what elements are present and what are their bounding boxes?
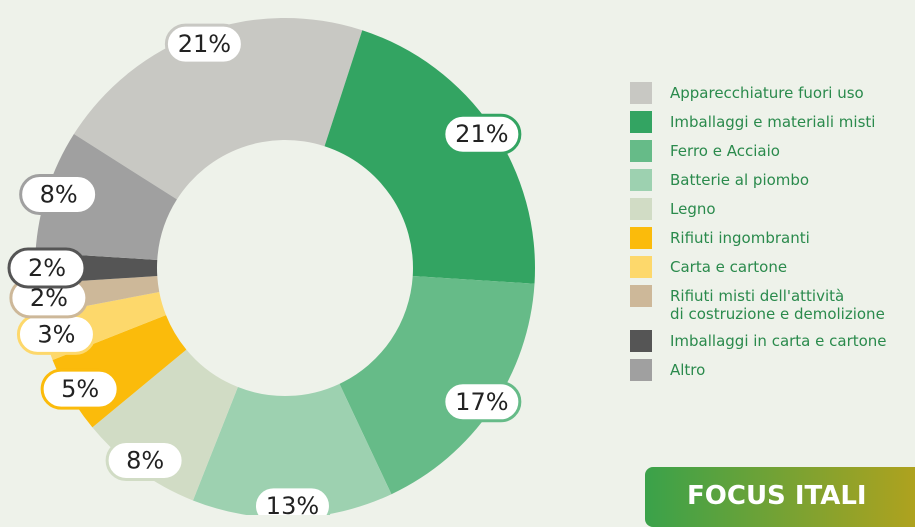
legend-swatch (630, 140, 652, 162)
label-pill (164, 23, 244, 65)
legend-swatch (630, 359, 652, 381)
legend-swatch (630, 330, 652, 352)
legend-label: Imballaggi in carta e cartone (670, 332, 887, 350)
legend-item: Legno (630, 198, 915, 220)
legend-label: Rifiuti misti dell'attività di costruzio… (670, 287, 885, 323)
data-label: 8% (126, 447, 164, 475)
legend: Apparecchiature fuori uso Imballaggi e ma… (630, 82, 915, 388)
label-pill (19, 173, 99, 215)
data-label: 8% (40, 180, 78, 208)
legend-label: Ferro e Acciaio (670, 142, 780, 160)
slice (73, 17, 363, 200)
legend-swatch (630, 82, 652, 104)
slice (35, 134, 177, 260)
label-pill (442, 113, 522, 155)
legend-item: Batterie al piombo (630, 169, 915, 191)
data-label: 21% (178, 30, 231, 58)
legend-swatch (630, 227, 652, 249)
legend-label: Carta e cartone (670, 258, 788, 276)
legend-item: Altro (630, 359, 915, 381)
legend-label: Rifiuti ingombranti (670, 229, 810, 247)
legend-swatch (630, 111, 652, 133)
slice (192, 383, 392, 515)
page: 21% 21% 17% 13% 8% 5% 3% 2% 2% 8% Apparecchiature… (7, 17, 915, 527)
data-label: 21% (455, 120, 508, 148)
legend-swatch (630, 285, 652, 307)
data-label: 2% (28, 254, 66, 282)
legend-label: Legno (670, 200, 716, 218)
legend-item: Imballaggi e materiali misti (630, 111, 915, 133)
legend-label: Altro (670, 361, 706, 379)
data-label: 13% (266, 492, 319, 515)
legend-swatch (630, 169, 652, 191)
label-pill (7, 247, 87, 289)
label-pill (252, 485, 332, 515)
legend-item: Carta e cartone (630, 256, 915, 278)
legend-item: Imballaggi in carta e cartone (630, 330, 915, 352)
legend-item: Rifiuti ingombranti (630, 227, 915, 249)
data-label: 5% (61, 375, 99, 403)
label-pill (40, 368, 120, 410)
legend-label: Batterie al piombo (670, 171, 810, 189)
label-pill (105, 440, 185, 482)
chart: 21%21%17%13%8%5%3%2%2%8% (7, 17, 535, 515)
legend-label: Apparecchiature fuori uso (670, 84, 864, 102)
legend-swatch (630, 256, 652, 278)
legend-item: Rifiuti misti dell'attività di costruzio… (630, 285, 915, 323)
banner: FOCUS ITALI (645, 467, 915, 527)
legend-swatch (630, 198, 652, 220)
legend-item: Apparecchiature fuori uso (630, 82, 915, 104)
data-label: 3% (37, 320, 75, 348)
legend-label: Imballaggi e materiali misti (670, 113, 876, 131)
slice (324, 30, 535, 284)
slice (339, 276, 535, 495)
data-label: 17% (455, 388, 508, 416)
legend-item: Ferro e Acciaio (630, 140, 915, 162)
label-pill (442, 381, 522, 423)
